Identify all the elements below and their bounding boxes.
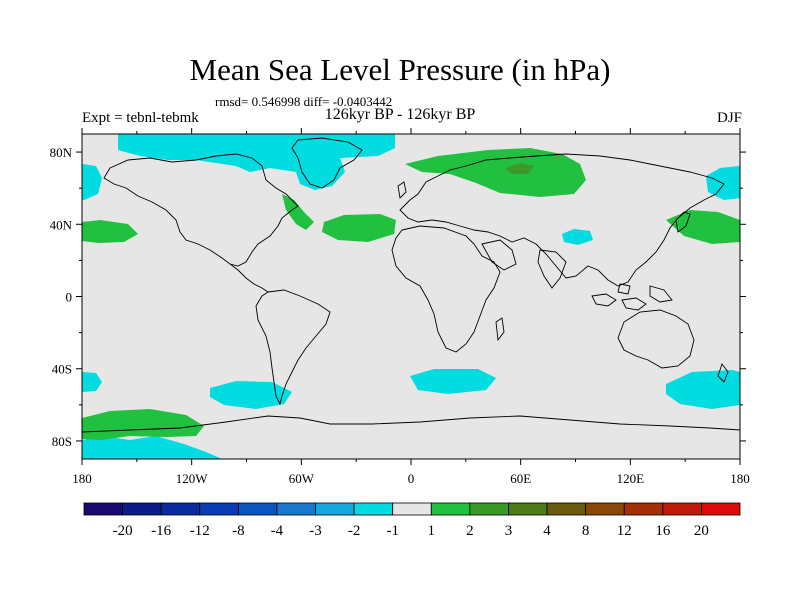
lon-tick-label: 60E bbox=[510, 471, 531, 486]
lat-tick-label: 80N bbox=[50, 145, 73, 160]
coast-madagascar bbox=[495, 317, 505, 342]
coast-south-america bbox=[255, 289, 331, 406]
colorbar-swatch bbox=[315, 502, 355, 516]
colorbar bbox=[83, 502, 741, 516]
coast-central-america bbox=[229, 263, 269, 293]
lon-tick-label: 0 bbox=[408, 471, 415, 486]
chart-title: Mean Sea Level Pressure (in hPa) bbox=[189, 52, 611, 87]
colorbar-swatch bbox=[546, 502, 587, 516]
colorbar-swatch bbox=[199, 502, 239, 516]
lat-tick-label: 40N bbox=[50, 217, 73, 232]
lat-tick-label: 80S bbox=[52, 434, 72, 449]
lat-tick-label: 40S bbox=[52, 362, 72, 377]
lon-tick-label: 120E bbox=[617, 471, 645, 486]
colorbar-label: 20 bbox=[694, 523, 709, 539]
latitude-axis: 80N 40N 0 40S 80S bbox=[50, 145, 746, 449]
colorbar-swatch bbox=[276, 502, 316, 516]
colorbar-swatch bbox=[83, 502, 123, 516]
colorbar-swatch bbox=[508, 502, 548, 516]
anomaly-antarctic-coast bbox=[82, 436, 222, 459]
coast-australia bbox=[617, 309, 695, 369]
coast-japan bbox=[675, 211, 691, 233]
colorbar-label: 12 bbox=[617, 523, 632, 539]
anomaly-eurasia bbox=[405, 148, 586, 197]
colorbar-swatch bbox=[623, 502, 664, 516]
colorbar-label: 8 bbox=[582, 523, 590, 539]
coastlines bbox=[82, 137, 740, 433]
coast-arabia bbox=[481, 239, 517, 271]
colorbar-label: 2 bbox=[466, 523, 474, 539]
coast-eurasia bbox=[399, 153, 725, 287]
lon-tick-label: 180 bbox=[730, 471, 750, 486]
colorbar-swatch bbox=[701, 502, 741, 516]
colorbar-swatch bbox=[122, 502, 162, 516]
map-background bbox=[82, 134, 740, 459]
colorbar-swatch bbox=[353, 502, 394, 516]
colorbar-swatch bbox=[392, 502, 432, 516]
anomaly-south-atlantic-east bbox=[410, 369, 496, 394]
lat-tick-label: 0 bbox=[66, 290, 73, 305]
lon-tick-label: 60W bbox=[289, 471, 315, 486]
anomaly-central-asia bbox=[562, 229, 593, 245]
anomaly-eurasia-core bbox=[505, 163, 534, 174]
colorbar-label: 3 bbox=[505, 523, 513, 539]
anomaly-southern-ocean bbox=[82, 409, 204, 440]
anomaly-north-atlantic-central bbox=[322, 214, 396, 242]
coast-north-america bbox=[103, 153, 299, 267]
colorbar-labels: -20 -16 -12 -8 -4 -3 -2 -1 1 2 3 4 8 12 16 20 bbox=[113, 523, 709, 539]
coast-india bbox=[537, 249, 567, 289]
colorbar-label: 4 bbox=[543, 523, 551, 539]
colorbar-swatch bbox=[160, 502, 201, 516]
anomaly-south-atlantic-west bbox=[210, 381, 292, 409]
colorbar-label: -16 bbox=[151, 523, 171, 539]
lon-tick-label: 120W bbox=[176, 471, 209, 486]
colorbar-label: -1 bbox=[386, 523, 399, 539]
experiment-label: Expt = tebnl-tebmk bbox=[82, 110, 199, 126]
anomaly-south-pacific-west bbox=[82, 372, 102, 392]
colorbar-label: 16 bbox=[655, 523, 671, 539]
stats-label: rmsd= 0.546998 diff= -0.0403442 bbox=[215, 94, 393, 109]
anomaly-north-pacific-east bbox=[666, 210, 740, 244]
colorbar-label: -2 bbox=[348, 523, 361, 539]
period-label: 126kyr BP - 126kyr BP bbox=[324, 106, 476, 123]
coast-greenland bbox=[291, 137, 363, 189]
coast-maritime-asia bbox=[591, 283, 673, 311]
colorbar-swatch bbox=[662, 502, 702, 516]
anomaly-alaska-west bbox=[82, 164, 102, 200]
coast-new-zealand bbox=[717, 363, 729, 383]
colorbar-label: -4 bbox=[271, 523, 284, 539]
colorbar-swatch bbox=[430, 502, 471, 516]
season-label: DJF bbox=[716, 110, 742, 126]
coast-antarctica bbox=[82, 415, 740, 433]
coast-africa bbox=[391, 225, 501, 353]
anomaly-north-atlantic-west bbox=[282, 194, 314, 230]
colorbar-swatch bbox=[585, 502, 625, 516]
colorbar-swatch bbox=[237, 502, 278, 516]
anomaly-north-pacific-west bbox=[82, 220, 138, 243]
colorbar-label: -8 bbox=[232, 523, 245, 539]
colorbar-label: 1 bbox=[428, 523, 436, 539]
lon-tick-label: 180 bbox=[72, 471, 92, 486]
colorbar-label: -3 bbox=[309, 523, 322, 539]
colorbar-swatch bbox=[469, 502, 509, 516]
coast-uk bbox=[397, 181, 407, 199]
anomaly-fields bbox=[82, 134, 740, 459]
longitude-axis: 180 120W 60W 0 60E 120E 180 bbox=[72, 128, 750, 486]
colorbar-label: -20 bbox=[113, 523, 133, 539]
colorbar-label: -12 bbox=[190, 523, 210, 539]
